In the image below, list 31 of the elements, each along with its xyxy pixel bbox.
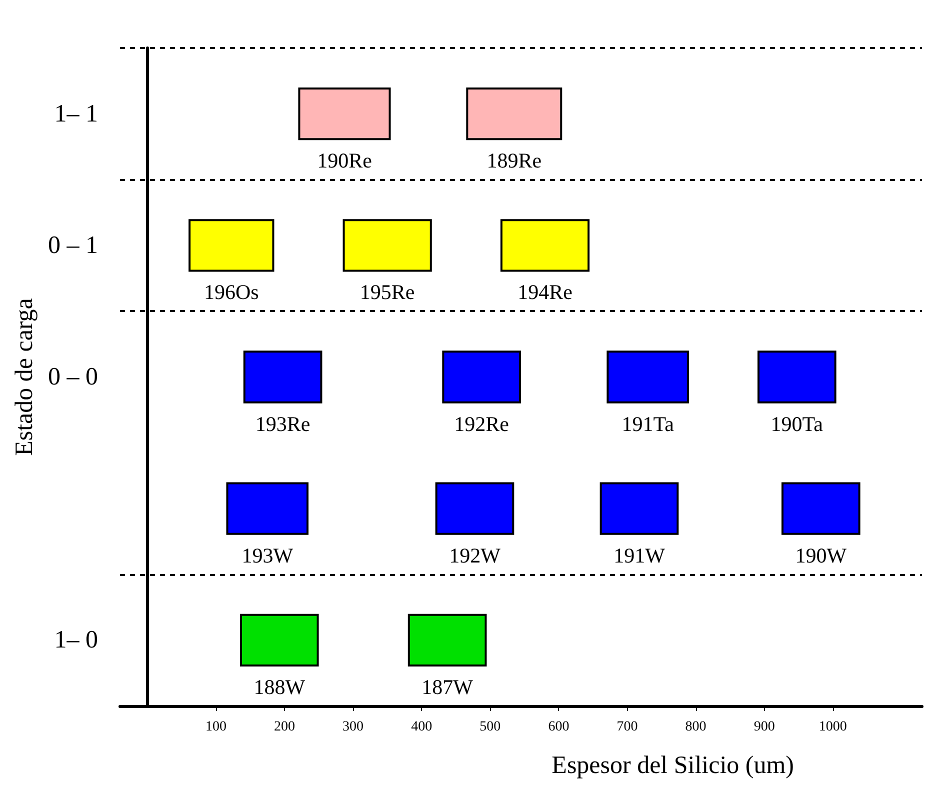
series-label: 196Os	[204, 280, 259, 304]
x-tick-label: 600	[548, 720, 570, 734]
x-tick-label: 1000	[818, 720, 847, 734]
series-label: 190Ta	[770, 412, 824, 436]
series-label: 193Re	[255, 412, 310, 436]
series-label: 195Re	[360, 280, 415, 304]
series-label: 192Re	[454, 412, 509, 436]
y-tick-label: 0 – 0	[48, 364, 98, 390]
series-label: 188W	[254, 675, 306, 700]
y-tick-label: 0 – 1	[48, 232, 98, 259]
x-tick-label: 900	[754, 720, 775, 734]
x-tick-label: 700	[616, 720, 638, 734]
x-tick-label: 100	[205, 720, 226, 734]
series-label: 187W	[422, 675, 474, 700]
y-axis-title: Estado de carga	[11, 298, 38, 456]
y-tick-label: 1– 0	[54, 626, 98, 654]
series-label: 191W	[614, 543, 666, 568]
series-label: 190W	[795, 543, 847, 568]
series-label: 190Re	[317, 148, 372, 173]
y-tick-label: 1– 1	[54, 100, 98, 128]
series-label: 194Re	[518, 280, 572, 304]
series-label: 191Ta	[622, 412, 675, 436]
series-label: 193W	[242, 543, 294, 568]
x-axis-title: Espesor del Silicio (um)	[552, 752, 794, 779]
x-tick-label: 500	[480, 720, 501, 734]
series-label: 189Re	[486, 148, 542, 173]
x-tick-label: 400	[411, 720, 432, 734]
x-tick-label: 300	[342, 720, 364, 734]
series-label: 192W	[449, 543, 501, 568]
x-tick-label: 200	[274, 720, 296, 734]
x-tick-label: 800	[685, 720, 706, 734]
